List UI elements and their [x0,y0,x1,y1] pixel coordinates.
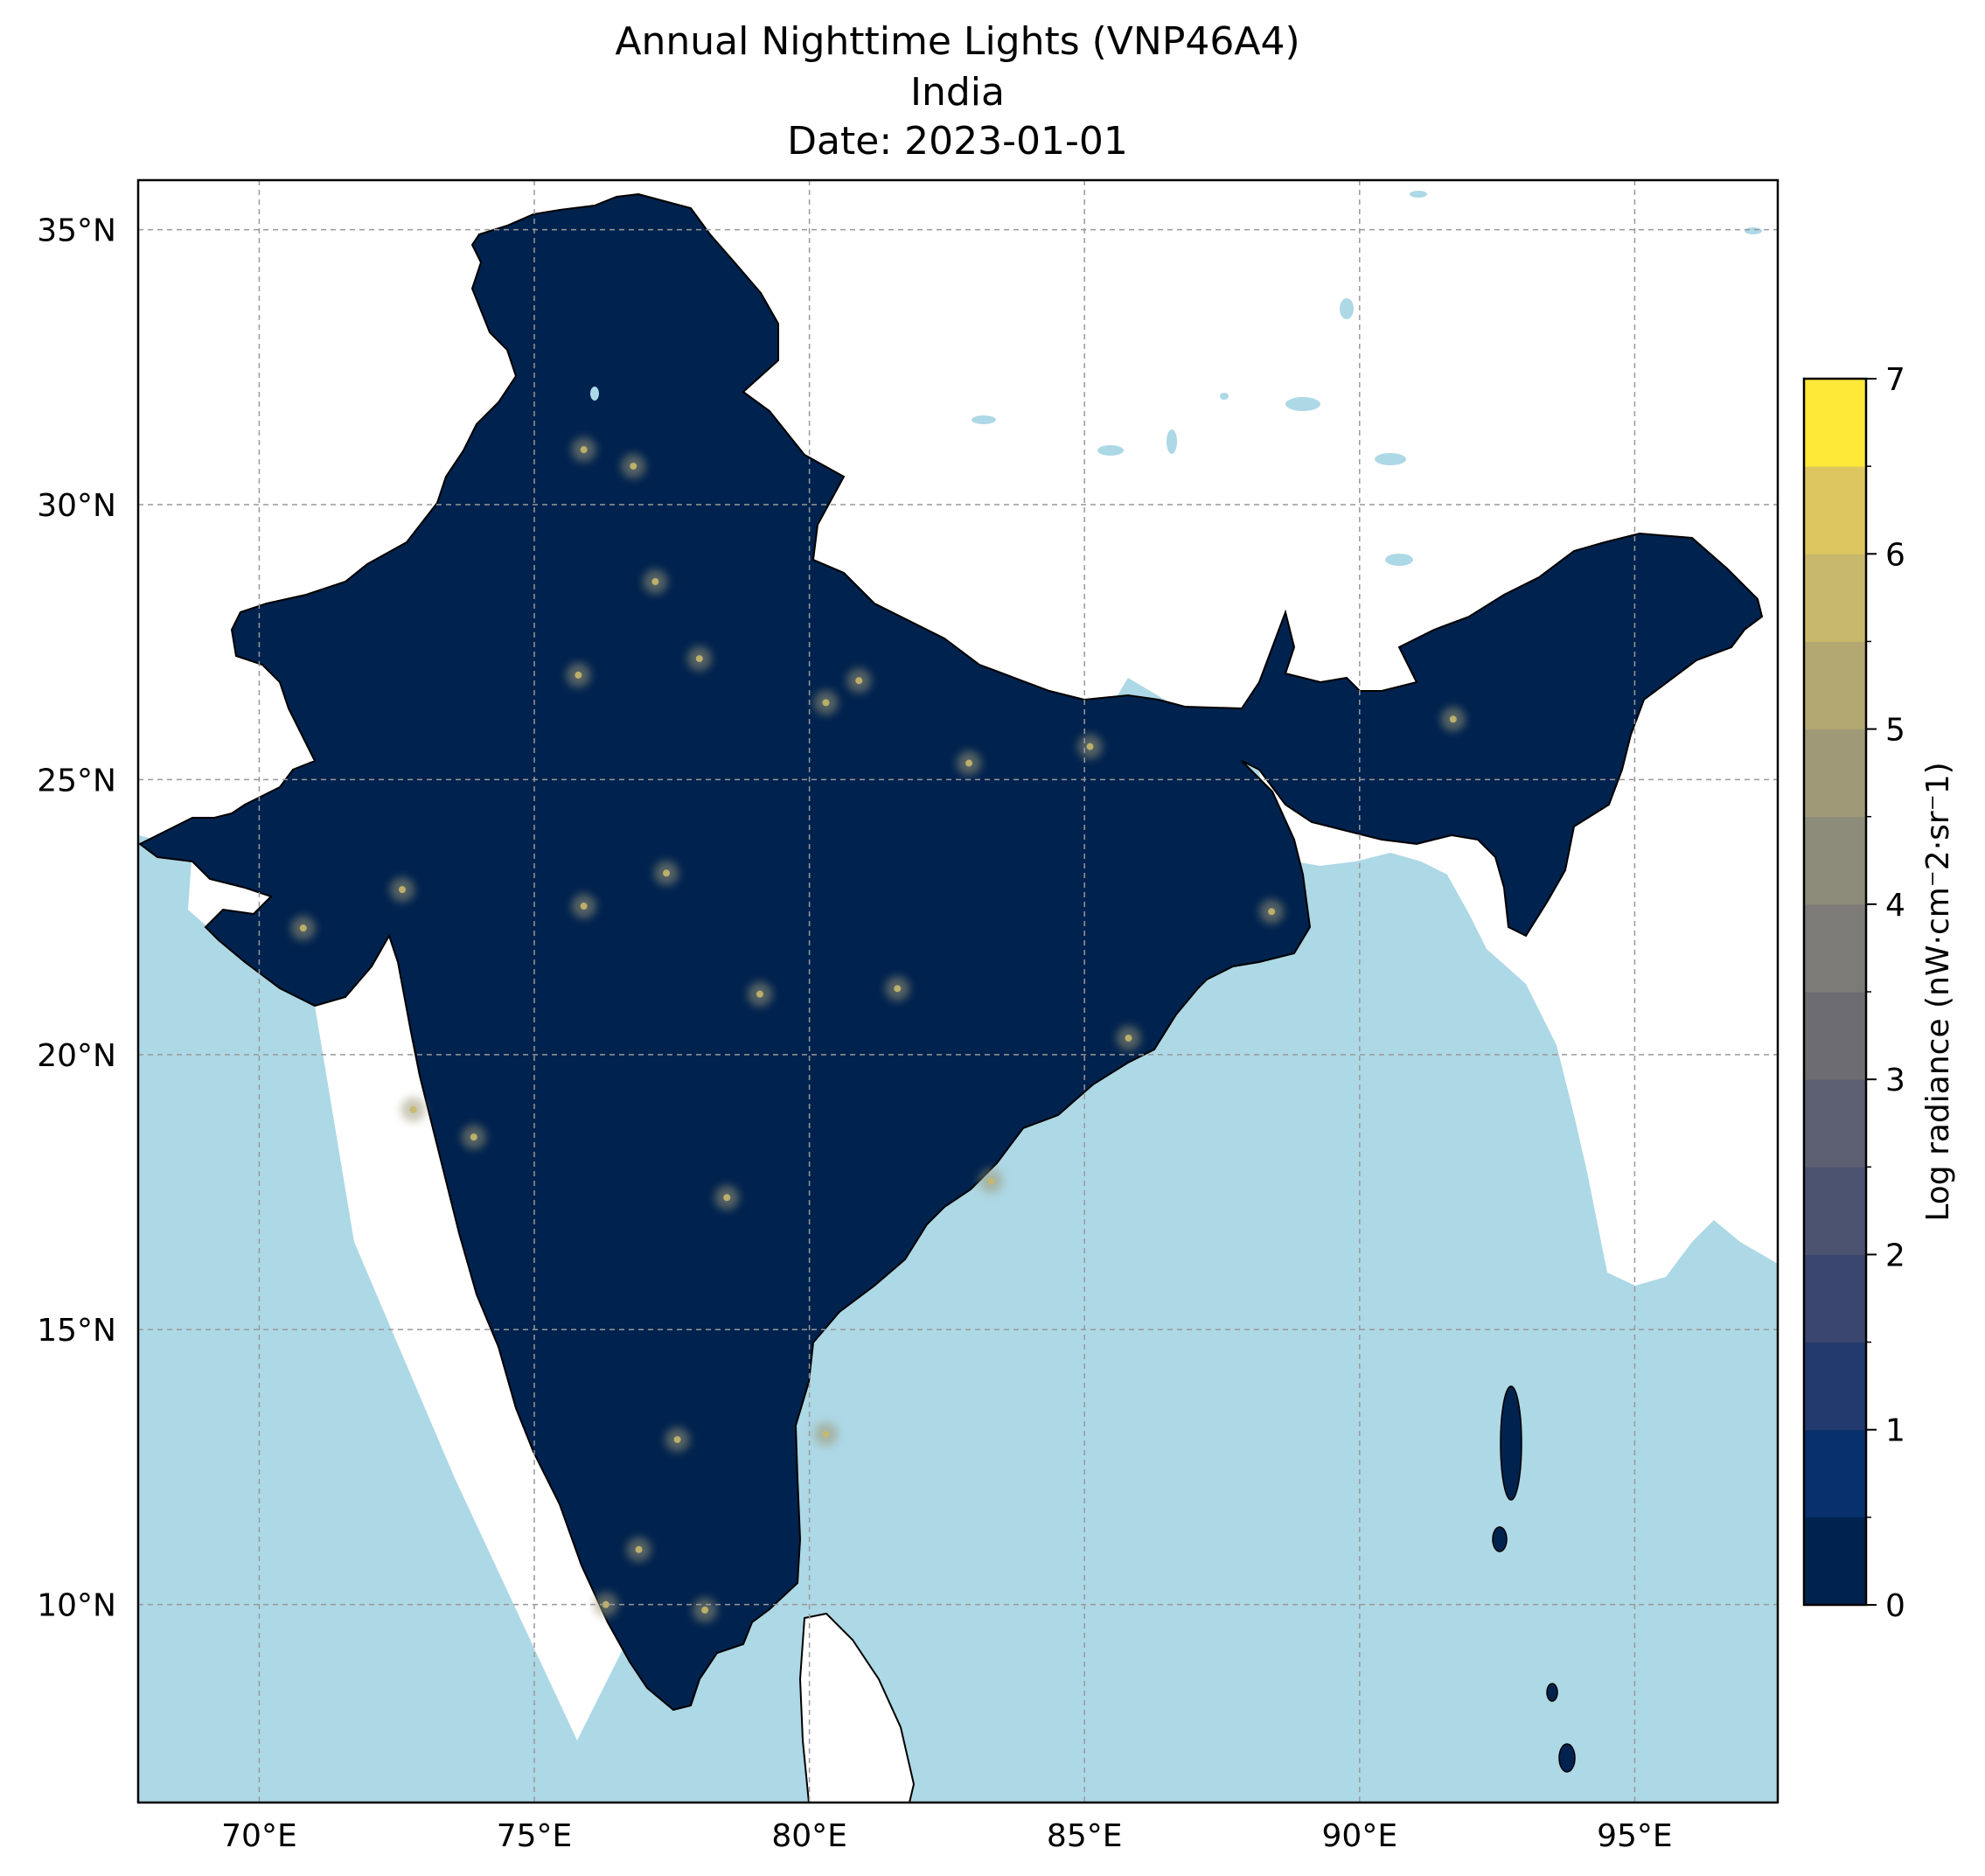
city-light [1450,715,1457,722]
colorbar-bin [1804,1254,1866,1342]
colorbar-tick-label: 0 [1885,1588,1905,1624]
lon-tick-label: 95°E [1597,1818,1673,1854]
city-light [855,677,862,684]
city-light [399,886,406,893]
andaman-islands-south [1493,1527,1507,1552]
city-light [636,1546,643,1553]
longitude-tick-labels: 70°E 75°E 80°E 85°E 90°E 95°E [221,1818,1673,1854]
city-light [1268,908,1275,915]
colorbar-tick-label: 7 [1885,362,1905,398]
colorbar-bin [1804,1079,1866,1168]
colorbar-tick-label: 6 [1885,537,1905,573]
colorbar-ticks: 0 1 2 3 4 5 6 7 [1866,362,1905,1624]
colorbar-tick-label: 4 [1885,888,1905,924]
city-light [470,1133,477,1140]
latitude-tick-labels: 10°N 15°N 20°N 25°N 30°N 35°N [37,213,116,1624]
colorbar-tick-label: 2 [1885,1238,1905,1273]
lat-tick-label: 30°N [37,488,116,524]
lon-tick-label: 70°E [221,1818,297,1854]
colorbar-bin [1804,379,1866,467]
city-light [756,991,763,998]
city-light [1125,1035,1132,1042]
lon-tick-label: 90°E [1322,1818,1398,1854]
city-light [630,463,637,470]
lat-tick-label: 10°N [37,1588,116,1624]
city-light [894,985,901,992]
city-light [701,1607,708,1614]
colorbar-bin [1804,1430,1866,1518]
city-light [581,446,588,453]
colorbar-bin [1804,466,1866,554]
city-light [696,655,703,662]
city-light [987,1177,994,1184]
andaman-islands [1501,1386,1522,1500]
city-light [575,672,582,679]
colorbar-bin [1804,1517,1866,1606]
colorbar-bin [1804,1342,1866,1431]
colorbar-bin [1804,817,1866,905]
colorbar-tick-label: 1 [1885,1413,1905,1449]
city-light [410,1106,417,1113]
city-light [300,924,307,931]
city-light [822,699,829,706]
city-light [651,578,658,585]
city-light [822,1431,829,1438]
lon-tick-label: 75°E [497,1818,573,1854]
colorbar-tick-label: 5 [1885,713,1905,749]
city-light [674,1436,681,1443]
colorbar-bin [1804,554,1866,642]
colorbar-bin [1804,729,1866,818]
city-light [581,903,588,910]
lat-tick-label: 35°N [37,213,116,249]
colorbar-bin [1804,1167,1866,1255]
lon-tick-label: 85°E [1047,1818,1123,1854]
city-light [723,1194,730,1201]
colorbar-tick-label: 3 [1885,1063,1905,1098]
lat-tick-label: 20°N [37,1038,116,1074]
nicobar-islands [1559,1744,1575,1772]
colorbar-bin [1804,992,1866,1080]
city-light [1087,743,1094,750]
city-light [663,869,670,876]
colorbar-bin [1804,641,1866,729]
city-light [965,760,972,767]
colorbar [1804,379,1866,1606]
colorbar-bin [1804,904,1866,993]
lon-tick-label: 80°E [771,1818,847,1854]
colorbar-label: Log radiance (nW·cm⁻2·sr⁻1) [1920,762,1956,1221]
lat-tick-label: 25°N [37,763,116,799]
map-area [138,180,1778,1803]
nicobar-islands-2 [1547,1684,1557,1701]
lat-tick-label: 15°N [37,1313,116,1349]
